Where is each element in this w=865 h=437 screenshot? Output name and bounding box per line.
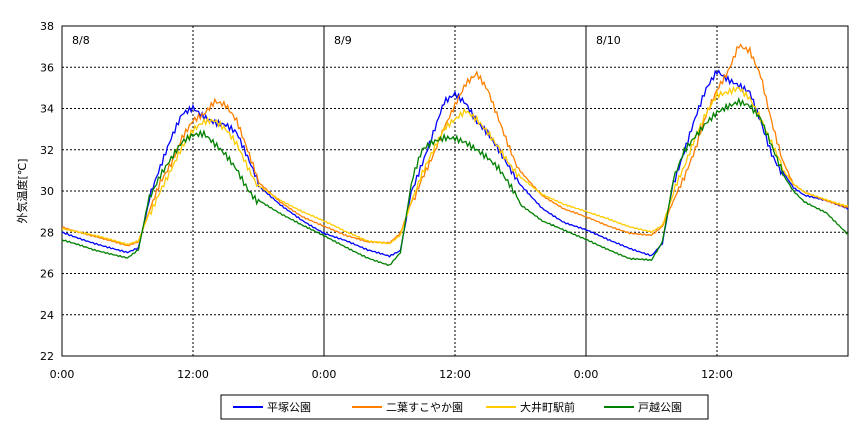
- grid-lines: [62, 26, 848, 356]
- day-labels: 8/8 8/9 8/10: [72, 34, 621, 47]
- y-tick-label: 36: [40, 61, 54, 74]
- series-line: [61, 43, 849, 247]
- x-tick-label: 0:00: [312, 368, 337, 381]
- y-tick-label: 30: [40, 185, 54, 198]
- legend-label: 戸越公園: [638, 400, 682, 414]
- legend-label: 大井町駅前: [520, 400, 575, 414]
- legend-label: 二葉すこやか園: [386, 400, 463, 414]
- y-tick-label: 24: [40, 309, 54, 322]
- day-label: 8/10: [596, 34, 621, 47]
- x-tick-label: 0:00: [50, 368, 75, 381]
- y-axis-label: 外気温度[℃]: [15, 159, 29, 224]
- series-line: [61, 96, 849, 267]
- y-axis-ticks: 22 24 26 28 30 32 34 36 38: [40, 20, 54, 363]
- y-tick-label: 26: [40, 268, 54, 281]
- series-line: [61, 85, 849, 246]
- series-line: [61, 69, 849, 258]
- x-tick-label: 12:00: [439, 368, 471, 381]
- x-tick-label: 12:00: [701, 368, 733, 381]
- y-tick-label: 22: [40, 350, 54, 363]
- x-axis-ticks: 0:00 12:00 0:00 12:00 0:00 12:00: [50, 368, 733, 381]
- day-label: 8/9: [334, 34, 352, 47]
- y-tick-label: 28: [40, 226, 54, 239]
- series-lines: [61, 43, 849, 267]
- x-tick-label: 0:00: [574, 368, 599, 381]
- day-label: 8/8: [72, 34, 90, 47]
- y-tick-label: 34: [40, 103, 54, 116]
- legend-label: 平塚公園: [267, 401, 311, 414]
- y-tick-label: 32: [40, 144, 54, 157]
- x-tick-label: 12:00: [177, 368, 209, 381]
- y-tick-label: 38: [40, 20, 54, 33]
- legend: 平塚公園 二葉すこやか園 大井町駅前 戸越公園: [220, 394, 709, 420]
